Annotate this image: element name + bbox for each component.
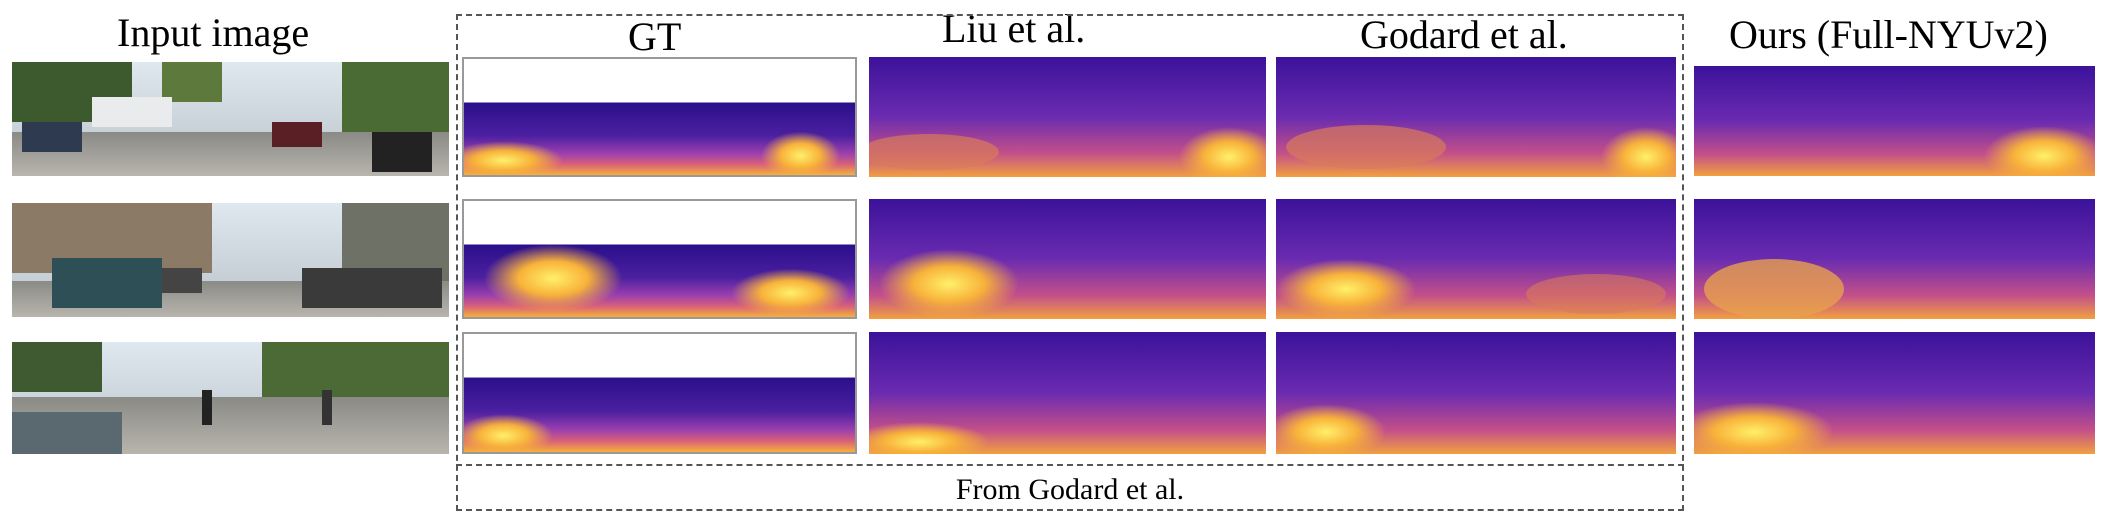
input-image-row1	[12, 62, 449, 176]
input-image-row2	[12, 203, 449, 317]
header-ours: Ours (Full-NYUv2)	[1729, 12, 2048, 57]
figure-caption: From Godard et al.	[955, 473, 1185, 506]
liu-depth-row1	[869, 57, 1266, 177]
godard-depth-row1	[1276, 57, 1676, 177]
gt-depth-row3	[462, 332, 857, 454]
ours-depth-row3	[1694, 332, 2095, 454]
header-godard: Godard et al.	[1360, 12, 1568, 57]
godard-depth-row2	[1276, 199, 1676, 319]
gt-depth-row2	[462, 199, 857, 319]
comparison-dashed-frame	[456, 14, 1684, 511]
header-gt: GT	[628, 14, 682, 59]
godard-depth-row3	[1276, 332, 1676, 454]
liu-depth-row2	[869, 199, 1266, 319]
ours-depth-row1	[1694, 66, 2095, 176]
header-input-image: Input image	[117, 10, 310, 55]
caption-divider	[456, 464, 1684, 468]
ours-depth-row2	[1694, 199, 2095, 319]
gt-depth-row1	[462, 57, 857, 177]
input-image-row3	[12, 342, 449, 454]
liu-depth-row3	[869, 332, 1266, 454]
header-liu: Liu et al.	[942, 6, 1086, 51]
